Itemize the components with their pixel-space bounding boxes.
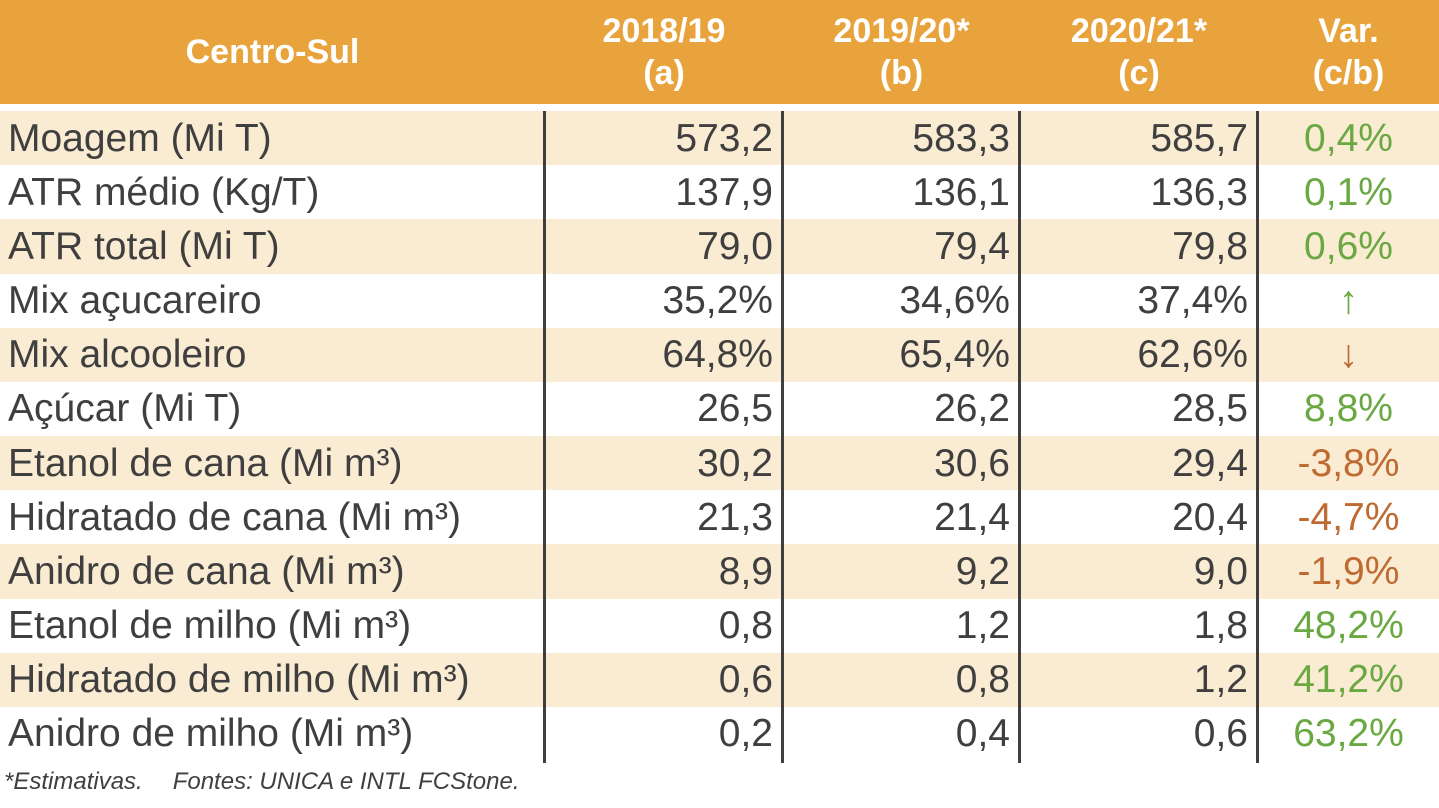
variation-value: 0,1% — [1304, 170, 1393, 214]
variation-value: 8,8% — [1304, 387, 1393, 431]
variation-value: -4,7% — [1297, 495, 1400, 539]
footnote: *Estimativas. Fontes: UNICA e INTL FCSton… — [4, 768, 520, 796]
row-label: Hidratado de milho (Mi m³) — [8, 658, 470, 702]
table-header: Centro-Sul 2018/19 (a) 2019/20* (b) 2020… — [0, 0, 1439, 104]
column-divider — [1256, 111, 1259, 763]
column-divider — [543, 111, 546, 763]
table-row: ATR médio (Kg/T) 137,9 136,1 136,3 0,1% — [0, 165, 1439, 220]
value-2020-21: 37,4% — [1137, 279, 1248, 323]
header-region-column: Centro-Sul — [0, 0, 545, 104]
value-2019-20: 79,4 — [934, 224, 1010, 268]
table-row: Hidratado de cana (Mi m³) 21,3 21,4 20,4… — [0, 490, 1439, 545]
value-2020-21: 20,4 — [1172, 495, 1248, 539]
header-letter-a: (a) — [643, 54, 685, 92]
variation-value: -3,8% — [1297, 441, 1400, 485]
sources-note: Fontes: UNICA e INTL FCStone. — [172, 768, 520, 795]
table-row: ATR total (Mi T) 79,0 79,4 79,8 0,6% — [0, 219, 1439, 274]
value-2019-20: 30,6 — [934, 441, 1010, 485]
value-2020-21: 0,6 — [1193, 712, 1248, 756]
variation-value: 41,2% — [1293, 658, 1404, 702]
header-col-variation: Var. (c/b) — [1258, 0, 1439, 104]
row-label: Mix alcooleiro — [8, 333, 247, 377]
value-2020-21: 9,0 — [1193, 549, 1248, 593]
row-label: Anidro de cana (Mi m³) — [8, 549, 405, 593]
value-2019-20: 26,2 — [934, 387, 1010, 431]
header-year-b: 2019/20* — [833, 12, 970, 50]
value-2020-21: 62,6% — [1137, 333, 1248, 377]
table-row: Açúcar (Mi T) 26,5 26,2 28,5 8,8% — [0, 381, 1439, 437]
variation-value: 0,4% — [1304, 116, 1393, 160]
table-row: Etanol de cana (Mi m³) 30,2 30,6 29,4 -3… — [0, 436, 1439, 491]
value-2018-19: 35,2% — [662, 279, 773, 323]
row-label: Mix açucareiro — [8, 279, 262, 323]
value-2018-19: 8,9 — [718, 549, 773, 593]
table-body: Moagem (Mi T) 573,2 583,3 585,7 0,4% ATR… — [0, 111, 1439, 762]
table-row: Mix açucareiro 35,2% 34,6% 37,4% ↑ — [0, 273, 1439, 328]
value-2020-21: 1,8 — [1193, 604, 1248, 648]
header-var-label: Var. — [1318, 12, 1379, 50]
header-col-2019-20: 2019/20* (b) — [783, 0, 1020, 104]
value-2018-19: 0,8 — [718, 604, 773, 648]
value-2019-20: 21,4 — [934, 495, 1010, 539]
table-row: Moagem (Mi T) 573,2 583,3 585,7 0,4% — [0, 111, 1439, 166]
value-2019-20: 583,3 — [912, 116, 1010, 160]
variation-value: 48,2% — [1293, 604, 1404, 648]
value-2020-21: 79,8 — [1172, 224, 1248, 268]
value-2020-21: 28,5 — [1172, 387, 1248, 431]
row-label: Hidratado de cana (Mi m³) — [8, 495, 461, 539]
table-title: Centro-Sul — [185, 33, 360, 71]
value-2020-21: 1,2 — [1193, 658, 1248, 702]
value-2018-19: 79,0 — [697, 224, 773, 268]
value-2018-19: 21,3 — [697, 495, 773, 539]
value-2018-19: 0,6 — [718, 658, 773, 702]
table-row: Anidro de milho (Mi m³) 0,2 0,4 0,6 63,2… — [0, 706, 1439, 762]
variation-value: ↓ — [1338, 333, 1359, 377]
table-row: Mix alcooleiro 64,8% 65,4% 62,6% ↓ — [0, 327, 1439, 382]
variation-value: ↑ — [1338, 279, 1359, 323]
column-divider — [1018, 111, 1021, 763]
row-label: ATR médio (Kg/T) — [8, 170, 320, 214]
header-col-2018-19: 2018/19 (a) — [545, 0, 783, 104]
variation-value: -1,9% — [1297, 549, 1400, 593]
row-label: Etanol de milho (Mi m³) — [8, 604, 412, 648]
value-2019-20: 34,6% — [899, 279, 1010, 323]
value-2019-20: 136,1 — [912, 170, 1010, 214]
table-row: Anidro de cana (Mi m³) 8,9 9,2 9,0 -1,9% — [0, 544, 1439, 599]
header-var-ratio: (c/b) — [1312, 54, 1385, 92]
variation-value: 0,6% — [1304, 224, 1393, 268]
estimates-note: *Estimativas. — [4, 768, 143, 795]
value-2018-19: 26,5 — [697, 387, 773, 431]
header-year-a: 2018/19 — [602, 12, 726, 50]
table-row: Hidratado de milho (Mi m³) 0,6 0,8 1,2 4… — [0, 652, 1439, 707]
column-divider — [781, 111, 784, 763]
row-label: ATR total (Mi T) — [8, 224, 280, 268]
row-label: Açúcar (Mi T) — [8, 387, 242, 431]
table-row: Etanol de milho (Mi m³) 0,8 1,2 1,8 48,2… — [0, 598, 1439, 653]
header-letter-c: (c) — [1118, 54, 1160, 92]
row-label: Moagem (Mi T) — [8, 116, 272, 160]
row-label: Etanol de cana (Mi m³) — [8, 441, 403, 485]
variation-value: 63,2% — [1293, 712, 1404, 756]
value-2019-20: 0,4 — [955, 712, 1010, 756]
value-2020-21: 136,3 — [1150, 170, 1248, 214]
header-year-c: 2020/21* — [1070, 12, 1208, 50]
row-label: Anidro de milho (Mi m³) — [8, 712, 414, 756]
value-2018-19: 64,8% — [662, 333, 773, 377]
value-2018-19: 0,2 — [718, 712, 773, 756]
value-2018-19: 30,2 — [697, 441, 773, 485]
value-2018-19: 573,2 — [675, 116, 773, 160]
header-letter-b: (b) — [879, 54, 924, 92]
value-2019-20: 65,4% — [899, 333, 1010, 377]
value-2019-20: 1,2 — [955, 604, 1010, 648]
value-2020-21: 29,4 — [1172, 441, 1248, 485]
value-2019-20: 0,8 — [955, 658, 1010, 702]
value-2019-20: 9,2 — [955, 549, 1010, 593]
value-2018-19: 137,9 — [675, 170, 773, 214]
header-col-2020-21: 2020/21* (c) — [1020, 0, 1258, 104]
value-2020-21: 585,7 — [1150, 116, 1248, 160]
